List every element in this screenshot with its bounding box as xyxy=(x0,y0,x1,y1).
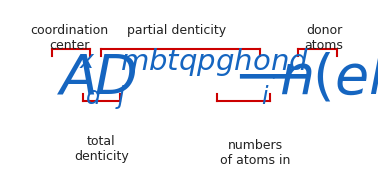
Text: $\mathbf{\mathit{A}}$: $\mathbf{\mathit{A}}$ xyxy=(57,52,96,106)
Text: numbers
of atoms in
metallacycles: numbers of atoms in metallacycles xyxy=(212,139,299,169)
Text: $\mathbf{\mathit{D}}$: $\mathbf{\mathit{D}}$ xyxy=(93,52,136,106)
Text: partial denticity: partial denticity xyxy=(127,24,226,37)
Text: donor
atoms: donor atoms xyxy=(305,24,344,52)
Text: $\mathbf{\mathit{x}}$: $\mathbf{\mathit{x}}$ xyxy=(79,49,96,73)
Text: $\mathbf{\mathit{mbtqpghond}}$: $\mathbf{\mathit{mbtqpghond}}$ xyxy=(121,46,310,78)
Text: coordination
center: coordination center xyxy=(30,24,108,52)
Text: $\mathbf{\mathit{-n}}$: $\mathbf{\mathit{-n}}$ xyxy=(233,52,313,106)
Text: $\mathbf{\mathit{j}}$: $\mathbf{\mathit{j}}$ xyxy=(115,83,126,111)
Text: total
denticity: total denticity xyxy=(74,135,129,163)
Text: $\mathbf{\mathit{i}}$: $\mathbf{\mathit{i}}$ xyxy=(260,85,269,109)
Text: $\mathbf{\mathit{-(el)}}$: $\mathbf{\mathit{-(el)}}$ xyxy=(266,52,378,106)
Text: $\mathbf{\mathit{d}}$: $\mathbf{\mathit{d}}$ xyxy=(85,85,102,109)
